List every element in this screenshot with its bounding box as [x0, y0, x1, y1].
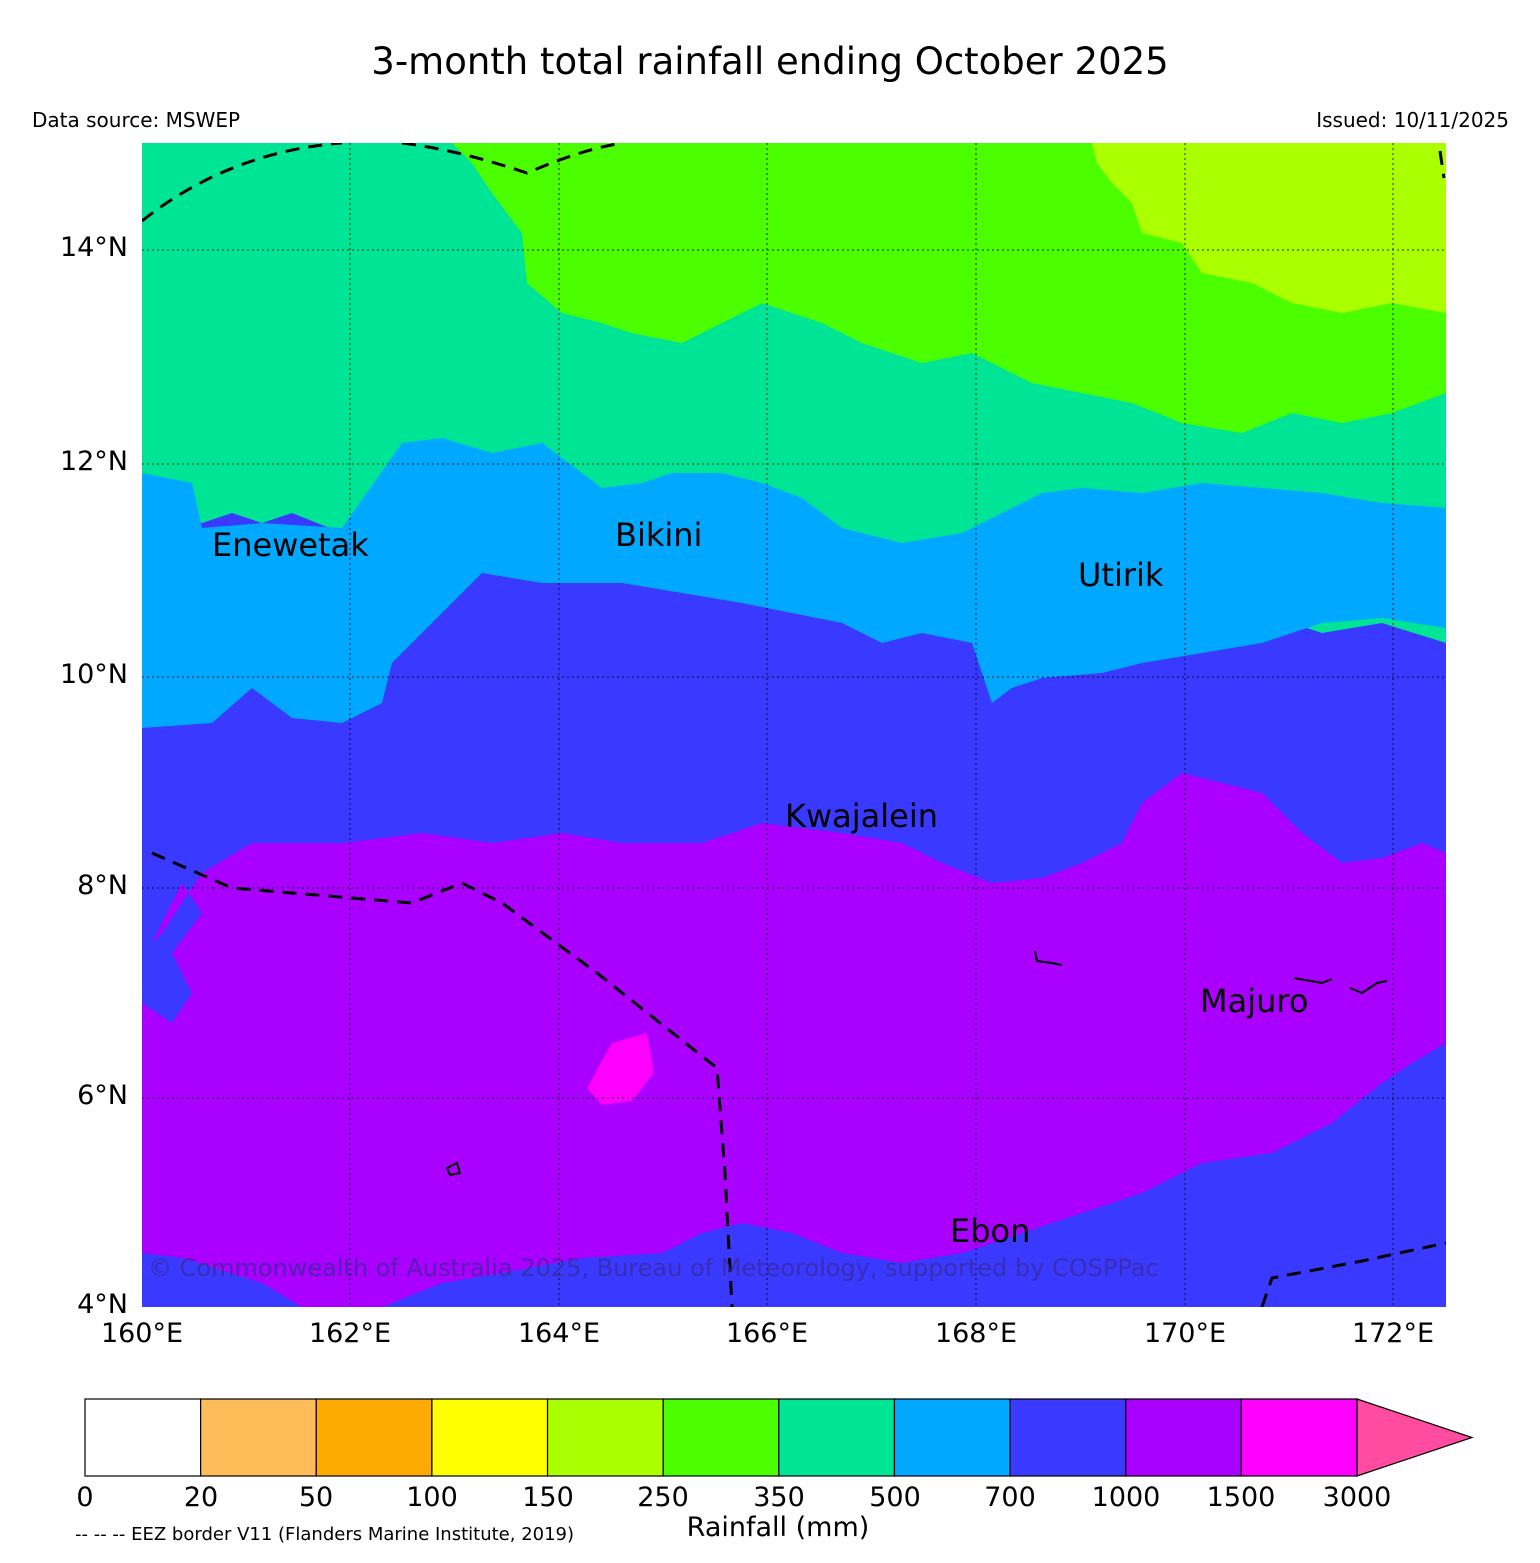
- colorbar-label: 500: [869, 1482, 921, 1513]
- graticule: [142, 143, 1446, 1307]
- place-ebon: Ebon: [950, 1212, 1031, 1250]
- rain-band-1000-1500: [142, 773, 1446, 1307]
- lon-label-160e: 160°E: [100, 1318, 184, 1349]
- lon-label-168e: 168°E: [934, 1318, 1018, 1349]
- colorbar-label: 350: [753, 1482, 805, 1513]
- colorbar-swatch: [893, 1398, 1011, 1477]
- lon-label-164e: 164°E: [517, 1318, 601, 1349]
- lon-label-166e: 166°E: [725, 1318, 809, 1349]
- rainfall-map: [142, 143, 1446, 1307]
- rain-band-1500-3000: [587, 1033, 654, 1105]
- colorbar: [84, 1398, 1474, 1477]
- atoll-outlines: [445, 950, 1388, 1177]
- colorbar-label: 1500: [1206, 1482, 1276, 1513]
- colorbar-label: 100: [406, 1482, 458, 1513]
- lon-label-170e: 170°E: [1143, 1318, 1227, 1349]
- colorbar-label: 0: [76, 1482, 94, 1513]
- colorbar-label: 150: [522, 1482, 574, 1513]
- eez-border: [142, 143, 1446, 1307]
- rain-band-150-250: [1092, 143, 1446, 313]
- place-majuro: Majuro: [1200, 982, 1309, 1020]
- data-source: Data source: MSWEP: [32, 108, 241, 132]
- colorbar-label: 250: [637, 1482, 689, 1513]
- colorbar-swatch: [778, 1398, 896, 1477]
- colorbar-label: 3000: [1322, 1482, 1392, 1513]
- lat-label-4n: 4°N: [77, 1289, 128, 1320]
- colorbar-label: 1000: [1091, 1482, 1161, 1513]
- eez-note: -- -- -- EEZ border V11 (Flanders Marine…: [75, 1524, 575, 1545]
- lat-label-10n: 10°N: [59, 659, 128, 690]
- issued-date: Issued: 10/11/2025: [1316, 108, 1509, 132]
- place-bikini: Bikini: [615, 516, 703, 554]
- lat-label-8n: 8°N: [77, 870, 128, 901]
- colorbar-swatch: [546, 1398, 664, 1477]
- lat-label-12n: 12°N: [59, 446, 128, 477]
- place-utirik: Utirik: [1078, 556, 1164, 594]
- lon-label-172e: 172°E: [1351, 1318, 1435, 1349]
- colorbar-swatch: [1009, 1398, 1127, 1477]
- lon-label-162e: 162°E: [308, 1318, 392, 1349]
- lat-label-6n: 6°N: [77, 1080, 128, 1111]
- map-title: 3-month total rainfall ending October 20…: [371, 40, 1169, 83]
- colorbar-swatch: [431, 1398, 549, 1477]
- copyright-watermark: © Commonwealth of Australia 2025, Bureau…: [148, 1254, 1159, 1282]
- colorbar-swatch: [315, 1398, 433, 1477]
- place-kwajalein: Kwajalein: [785, 797, 939, 835]
- colorbar-label: 50: [298, 1482, 334, 1513]
- colorbar-swatch: [662, 1398, 780, 1477]
- colorbar-extension: [1356, 1398, 1474, 1477]
- colorbar-swatch: [1240, 1398, 1358, 1477]
- colorbar-label: 700: [984, 1482, 1036, 1513]
- colorbar-swatch: [84, 1398, 202, 1477]
- colorbar-swatch: [200, 1398, 317, 1477]
- rain-band-500-700: [142, 438, 1446, 728]
- colorbar-swatch: [1125, 1398, 1242, 1477]
- place-enewetak: Enewetak: [212, 526, 369, 564]
- lat-label-14n: 14°N: [59, 232, 128, 263]
- colorbar-title: Rainfall (mm): [686, 1512, 870, 1543]
- colorbar-label: 20: [183, 1482, 219, 1513]
